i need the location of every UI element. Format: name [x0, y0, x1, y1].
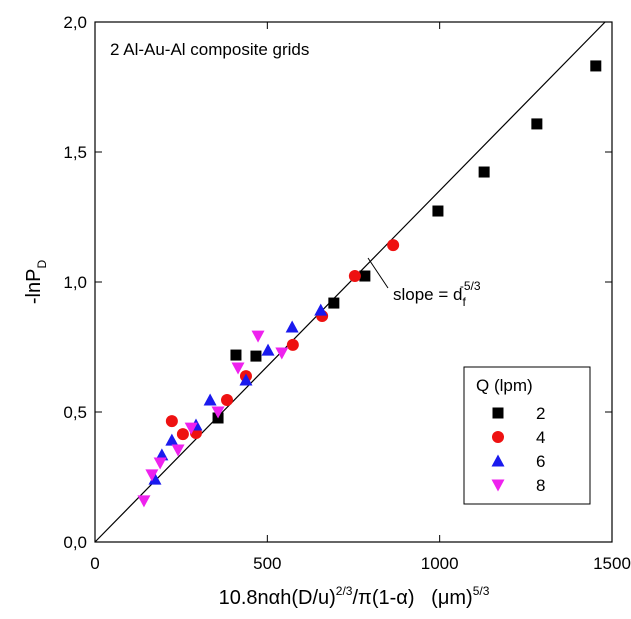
marker-triangle	[203, 393, 217, 406]
legend-box	[463, 366, 591, 505]
marker-triangle-down	[211, 406, 225, 419]
y-label-main: -lnP	[23, 269, 45, 305]
legend-label: 4	[536, 428, 545, 447]
slope-sub: f	[462, 295, 466, 309]
legend-title: Q (lpm)	[476, 376, 533, 395]
x-label-mid: /π(1-α) (μm)	[352, 587, 472, 609]
marker-square	[531, 118, 543, 130]
y-axis-label: -lnPD	[23, 260, 49, 305]
y-tick-label: 1,0	[63, 273, 87, 292]
marker-square	[432, 205, 444, 217]
annotation: 2 Al-Au-Al composite grids	[110, 40, 309, 59]
marker-square	[359, 270, 371, 282]
marker-triangle	[155, 448, 169, 461]
marker-circle	[387, 239, 400, 252]
x-tick-label: 500	[253, 554, 281, 573]
marker-triangle-down	[153, 457, 167, 470]
fit-line	[94, 21, 606, 543]
marker-triangle	[239, 373, 253, 386]
marker-triangle-down	[171, 444, 185, 457]
y-tick-label: 0,0	[63, 533, 87, 552]
marker-triangle	[261, 343, 275, 356]
marker-square	[492, 407, 504, 419]
marker-square	[478, 166, 490, 178]
marker-square	[590, 60, 602, 72]
marker-triangle-down	[137, 495, 151, 508]
slope-main: slope = d	[393, 285, 462, 304]
x-tick-label: 1000	[421, 554, 459, 573]
y-tick-label: 2,0	[63, 13, 87, 32]
marker-circle	[165, 415, 178, 428]
marker-triangle-down	[184, 422, 198, 435]
y-label-sub: D	[35, 260, 49, 269]
x-label-sup: 2/3	[336, 584, 353, 598]
marker-triangle-down	[251, 330, 265, 343]
slope-label: slope = df -5/3	[393, 279, 481, 309]
marker-triangle-down	[491, 479, 505, 492]
marker-circle	[176, 428, 189, 441]
x-tick-label: 0	[90, 554, 99, 573]
legend-label: 6	[536, 452, 545, 471]
x-axis-label: 10.8nαh(D/u)2/3/π(1-α) (μm)5/3	[219, 584, 490, 609]
marker-square	[328, 297, 340, 309]
marker-circle	[492, 431, 504, 443]
marker-square	[230, 349, 242, 361]
marker-triangle	[491, 454, 505, 467]
slope-sup: -5/3	[460, 279, 481, 293]
marker-square	[250, 350, 262, 362]
marker-triangle	[314, 303, 328, 316]
marker-triangle	[285, 320, 299, 333]
marker-triangle-down	[275, 347, 289, 360]
marker-circle	[348, 270, 361, 283]
slope-pointer	[367, 257, 389, 289]
legend-label: 2	[536, 404, 545, 423]
legend-label: 8	[536, 476, 545, 495]
marker-triangle	[148, 472, 162, 485]
x-tick-label: 1500	[593, 554, 631, 573]
y-tick-label: 1,5	[63, 143, 87, 162]
x-label-main: 10.8nαh(D/u)	[219, 587, 336, 609]
marker-triangle	[165, 433, 179, 446]
x-label-sup: 5/3	[473, 584, 490, 598]
marker-circle	[221, 394, 234, 407]
y-tick-label: 0,5	[63, 403, 87, 422]
marker-triangle-down	[231, 362, 245, 375]
marker-triangle-down	[145, 469, 159, 482]
marker-circle	[286, 338, 299, 351]
